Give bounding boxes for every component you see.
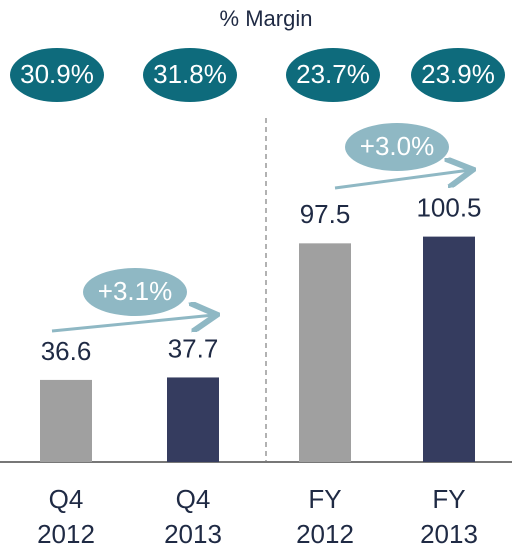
margin-label: 30.9% [20,59,94,89]
value-label: 97.5 [300,199,351,229]
value-label: 100.5 [416,192,481,222]
margin-badge [286,48,380,102]
growth-badge [83,268,187,316]
value-label: 37.7 [168,333,219,363]
margin-badge [143,48,237,102]
margin-badge [10,48,104,102]
bar [167,377,219,462]
bar [423,236,475,462]
value-label: 36.6 [41,336,92,366]
bar [40,379,92,462]
bar [299,243,351,462]
margin-badge [411,48,505,102]
growth-arrow [334,170,470,190]
x-tick-label: Q4 2012 [37,484,95,549]
growth-badge [345,123,449,171]
x-tick-label: FY 2012 [296,484,354,549]
growth-label: +3.0% [360,131,434,161]
margin-label: 23.9% [421,59,495,89]
growth-arrow [51,315,214,333]
chart-title: % Margin [220,6,313,31]
margin-label: 23.7% [296,59,370,89]
growth-label: +3.1% [98,276,172,306]
x-tick-label: FY 2013 [420,484,478,549]
x-tick-label: Q4 2013 [164,484,222,549]
margin-label: 31.8% [153,59,227,89]
